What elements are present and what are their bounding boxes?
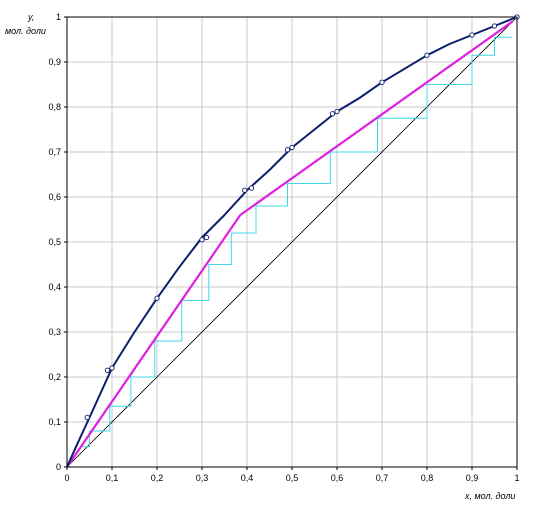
x-tick-label: 0,3 [196,473,209,483]
experimental-point [199,237,205,243]
experimental-point [491,23,498,29]
y-tick-label: 0,5 [48,237,61,247]
diagonal-line [66,16,518,468]
y-tick-label: 0,4 [48,282,61,292]
experimental-point [424,52,430,58]
y-axis-title-line1: y, [27,12,34,22]
y-tick-label: 0,8 [48,102,61,112]
y-tick-label: 0,2 [48,372,61,382]
theoretical-stages-line [80,36,513,448]
experimental-point [284,147,291,153]
experimental-point [379,79,385,85]
x-tick-label: 0,5 [286,473,299,483]
experimental-point [289,144,295,151]
x-tick-label: 1 [514,473,519,483]
series [66,14,520,468]
experimental-point [203,234,210,241]
y-tick-label: 0,1 [48,417,61,427]
x-axis-title: x, мол. доли [464,491,515,501]
plot-frame [66,16,518,468]
x-tick-label: 0,4 [241,473,254,483]
y-tick-label: 0,6 [48,192,61,202]
experimental-point [104,367,111,373]
x-tick-label: 0,6 [331,473,344,483]
experimental-point [84,414,90,421]
x-tick-label: 0,2 [151,473,164,483]
y-tick-label: 0,3 [48,327,61,337]
tick-labels: 0 0,1 0,2 0,3 0,4 0,5 0,6 0,7 0,8 0,9 1 0 0,1 0,2 0,3 0… [48,12,519,483]
experimental-point [334,108,340,115]
x-tick-label: 0,7 [376,473,389,483]
equilibrium-curve [66,16,518,468]
operating-line [66,20,514,468]
experimental-point [248,185,255,191]
experimental-point [329,111,336,117]
x-tick-label: 0,8 [421,473,434,483]
y-tick-label: 1 [56,12,61,22]
experimental-point [469,32,475,38]
x-tick-label: 0,9 [466,473,479,483]
y-axis-title-line2: мол. доли [5,26,46,36]
experimental-point [242,187,248,193]
y-tick-label: 0,7 [48,147,61,157]
experimental-point [154,295,160,301]
x-tick-label: 0,1 [106,473,119,483]
y-tick-label: 0 [56,462,61,472]
experimental-point [109,365,115,371]
x-tick-label: 0 [64,473,69,483]
y-tick-label: 0,9 [48,57,61,67]
